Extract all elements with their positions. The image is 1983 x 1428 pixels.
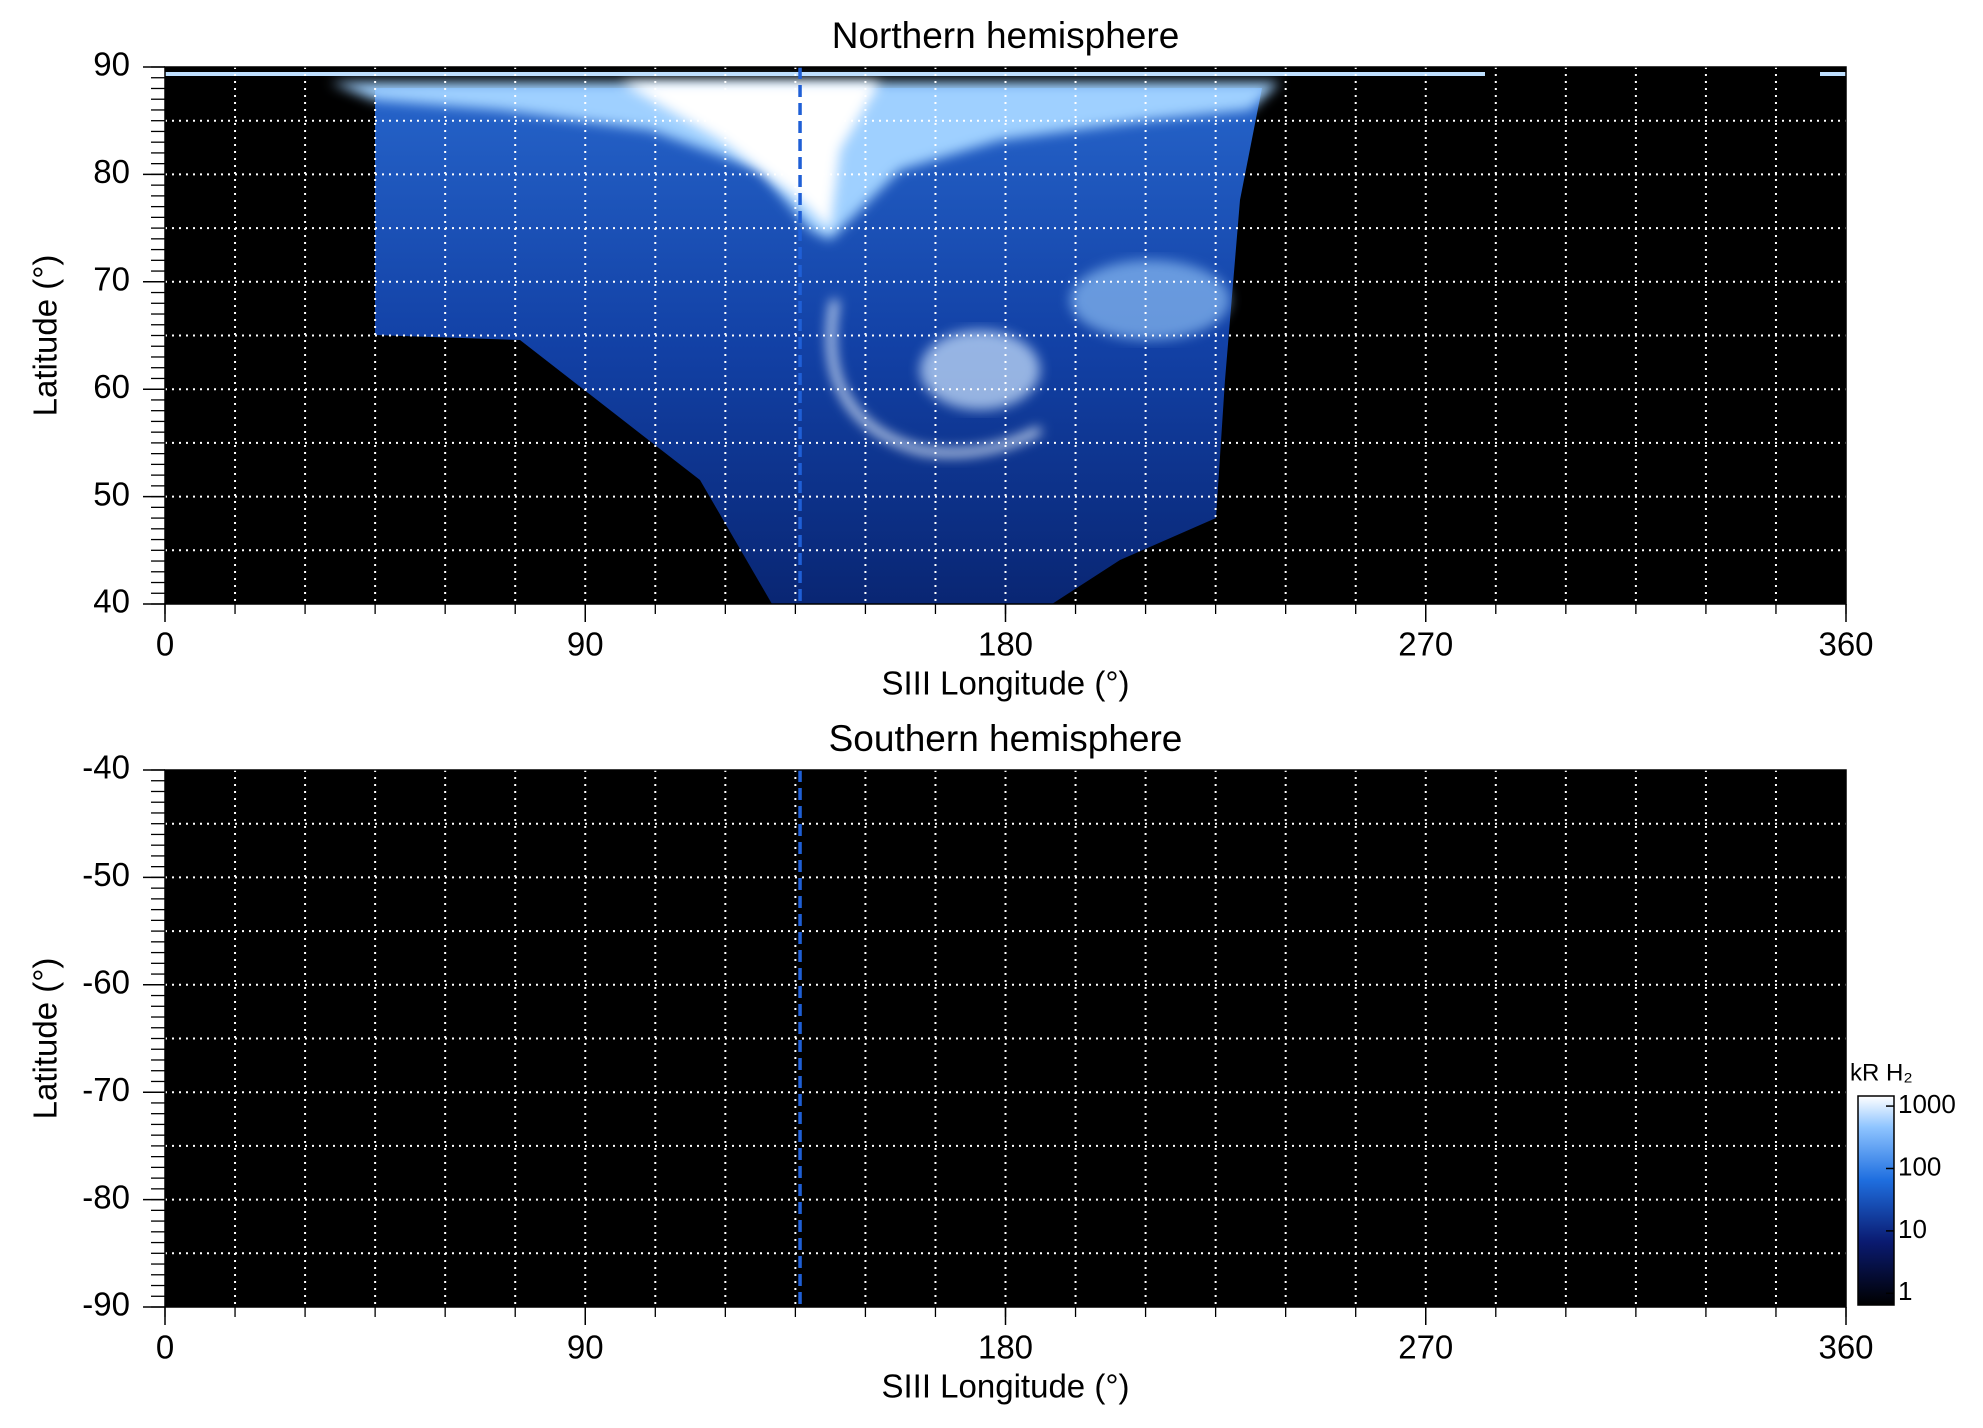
aurora-patch [1070,260,1230,340]
aurora-region [375,88,1262,604]
x-tick-label: 360 [1818,626,1873,663]
aurora-limb [165,72,1485,76]
y-tick-label: -80 [82,1178,130,1215]
x-tick-label: 180 [978,1329,1033,1366]
y-tick-label: 90 [93,46,130,83]
plot-frame [164,66,1847,605]
y-axis-label: Latitude (°) [27,255,64,417]
y-tick-label: 60 [93,368,130,405]
y-tick-label: 40 [93,583,130,620]
x-tick-label: 0 [156,626,174,663]
y-tick-label: -90 [82,1286,130,1323]
y-tick-label: 80 [93,153,130,190]
plot-frame [164,769,1847,1308]
y-axis-label: Latitude (°) [27,958,64,1120]
x-tick-label: 270 [1398,626,1453,663]
aurora-limb [1820,72,1846,76]
y-tick-label: -70 [82,1071,130,1108]
aurora-patch [920,330,1040,410]
x-axis-label: SIII Longitude (°) [882,665,1130,702]
colorbar-tick-label: 100 [1898,1151,1941,1181]
x-tick-label: 270 [1398,1329,1453,1366]
y-tick-label: -60 [82,964,130,1001]
colorbar-label: kR H₂ [1850,1059,1913,1086]
colorbar-tick-label: 10 [1898,1214,1927,1244]
y-tick-label: 50 [93,475,130,512]
chart-title: Northern hemisphere [832,15,1180,56]
x-tick-label: 90 [567,1329,604,1366]
x-tick-label: 360 [1818,1329,1873,1366]
aurora-white [620,82,880,230]
chart-title: Southern hemisphere [829,718,1183,759]
colorbar [1857,1095,1895,1306]
x-tick-label: 90 [567,626,604,663]
y-tick-label: 70 [93,261,130,298]
x-tick-label: 0 [156,1329,174,1366]
aurora-image [165,72,1846,604]
x-tick-label: 180 [978,626,1033,663]
aurora-arc [827,299,1042,457]
colorbar-tick-label: 1 [1898,1276,1912,1306]
x-axis-label: SIII Longitude (°) [882,1368,1130,1405]
y-tick-label: -40 [82,749,130,786]
y-tick-label: -50 [82,856,130,893]
colorbar-tick-label: 1000 [1898,1089,1956,1119]
